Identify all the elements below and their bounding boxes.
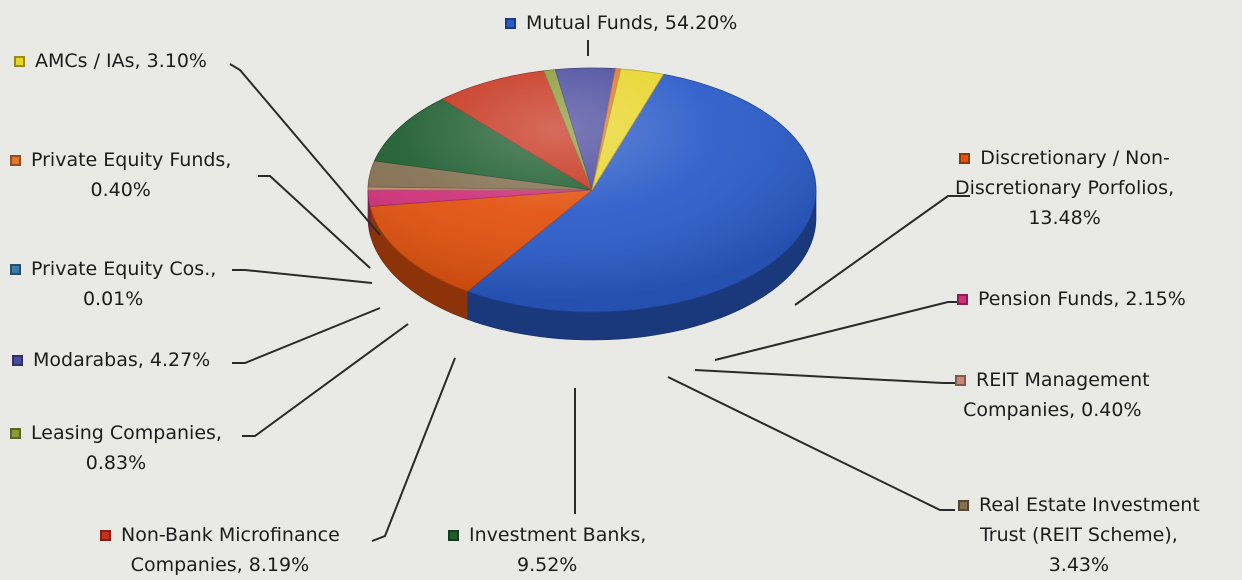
label-pe-funds-line-2: 0.40%: [90, 179, 151, 201]
pie-tops: [367, 67, 817, 313]
leader-modarabas: [232, 307, 381, 364]
label-discretionary-line-1: Discretionary / Non-: [955, 143, 1174, 173]
label-mutual-funds-line-1: Mutual Funds, 54.20%: [505, 8, 737, 38]
label-reit-scheme-line-2: Trust (REIT Scheme),: [979, 524, 1178, 546]
label-modarabas: Modarabas, 4.27%: [12, 345, 210, 375]
marker-pe-funds: [10, 155, 21, 166]
label-pe-cos-line-1: Private Equity Cos.,: [10, 254, 216, 284]
leader-lines: [229, 40, 970, 542]
label-pe-funds-line-1: Private Equity Funds,: [10, 145, 231, 175]
label-reit-mgmt-line-2: Companies, 0.40%: [963, 399, 1142, 421]
marker-pension: [957, 294, 968, 305]
marker-reit-mgmt: [955, 375, 966, 386]
label-pe-cos-line-2: 0.01%: [82, 288, 144, 310]
label-reit-mgmt-line-1: REIT Management: [955, 365, 1150, 395]
label-reit-scheme-line-3: 3.43%: [1048, 554, 1110, 576]
marker-amcs: [14, 56, 25, 67]
label-pension: Pension Funds, 2.15%: [957, 284, 1186, 314]
label-microfinance-line-2: Companies, 8.19%: [130, 554, 310, 576]
label-mutual-funds: Mutual Funds, 54.20%: [505, 8, 737, 38]
marker-investment-banks: [448, 530, 459, 541]
label-discretionary: Discretionary / Non- Discretionary Porfo…: [955, 143, 1174, 233]
label-leasing-line-1: Leasing Companies,: [10, 418, 222, 448]
label-investment-banks: Investment Banks, 9.52%: [448, 520, 646, 580]
leader-pension: [714, 301, 965, 361]
label-amcs-line-1: AMCs / IAs, 3.10%: [14, 46, 207, 76]
label-pension-line-1: Pension Funds, 2.15%: [957, 284, 1186, 314]
leader-discretionary: [794, 195, 970, 306]
label-investment-banks-line-1: Investment Banks,: [448, 520, 646, 550]
leader-leasing: [242, 323, 409, 437]
leader-reit-scheme: [667, 376, 955, 511]
leader-pe-cos: [232, 269, 373, 284]
label-microfinance-line-1: Non-Bank Microfinance: [100, 520, 340, 550]
label-pe-cos: Private Equity Cos., 0.01%: [10, 254, 216, 314]
label-amcs: AMCs / IAs, 3.10%: [14, 46, 207, 76]
label-reit-scheme-line-1: Real Estate Investment: [958, 490, 1200, 520]
label-discretionary-line-3: 13.48%: [1028, 207, 1101, 229]
label-investment-banks-line-2: 9.52%: [516, 554, 578, 576]
label-reit-scheme: Real Estate Investment Trust (REIT Schem…: [958, 490, 1200, 580]
marker-modarabas: [12, 355, 23, 366]
label-discretionary-line-2: Discretionary Porfolios,: [955, 177, 1175, 199]
label-leasing: Leasing Companies, 0.83%: [10, 418, 222, 478]
leader-reit-mgmt: [694, 369, 955, 384]
marker-leasing: [10, 428, 21, 439]
marker-discretionary: [959, 153, 971, 164]
marker-pe-cos: [10, 264, 21, 275]
label-microfinance: Non-Bank Microfinance Companies, 8.19%: [100, 520, 340, 580]
leader-amcs: [229, 63, 381, 236]
marker-reit-scheme: [958, 500, 969, 511]
leader-pe-funds: [258, 175, 371, 269]
label-reit-mgmt: REIT Management Companies, 0.40%: [955, 365, 1150, 425]
label-modarabas-line-1: Modarabas, 4.27%: [12, 345, 210, 375]
leader-microfinance: [371, 357, 456, 542]
label-leasing-line-2: 0.83%: [85, 452, 147, 474]
marker-mutual-funds: [505, 18, 516, 29]
label-pe-funds: Private Equity Funds, 0.40%: [10, 145, 231, 205]
marker-microfinance: [100, 530, 111, 541]
